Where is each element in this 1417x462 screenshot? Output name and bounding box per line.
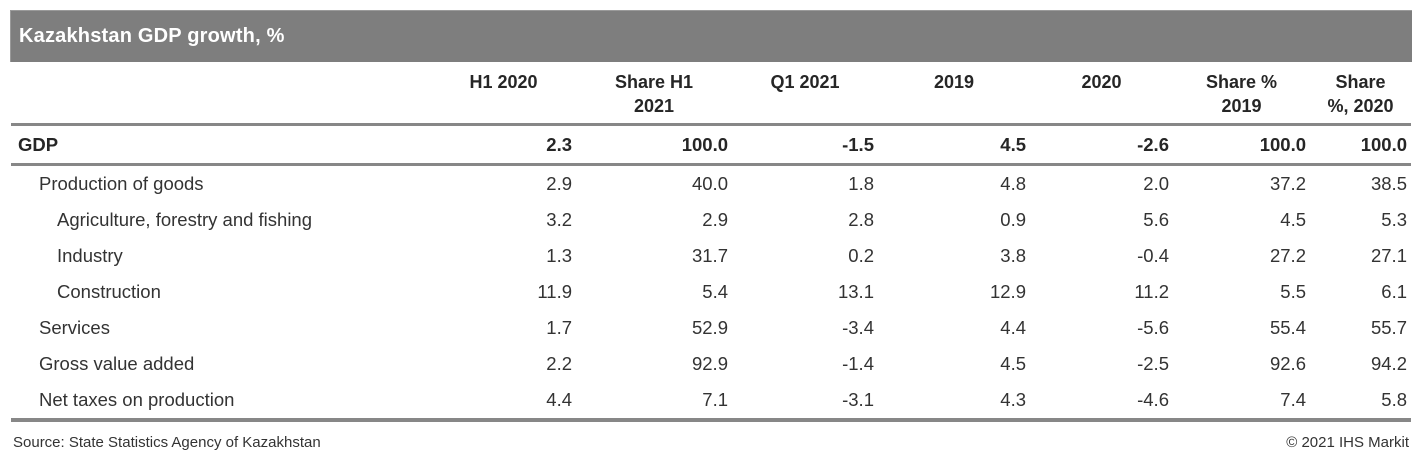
table-row-net-taxes: Net taxes on production 4.4 7.1 -3.1 4.3… (11, 382, 1411, 422)
cell-value: 92.9 (691, 353, 728, 374)
cell-value: 2.8 (848, 209, 874, 230)
cell-value: 52.9 (691, 317, 728, 338)
cell-value: -2.5 (1137, 353, 1169, 374)
cell-value: -2.6 (1030, 124, 1173, 166)
cell-value: 1.3 (546, 245, 572, 266)
cell-value: 55.7 (1370, 317, 1407, 338)
cell-value: 38.5 (1370, 173, 1407, 194)
table-row-gross-value-added: Gross value added 2.2 92.9 -1.4 4.5 -2.5… (11, 346, 1411, 382)
table-row-agriculture: Agriculture, forestry and fishing 3.2 2.… (11, 202, 1411, 238)
cell-value: 2.0 (1143, 173, 1169, 194)
cell-value: 4.4 (1000, 317, 1026, 338)
gdp-growth-table: H1 2020 Share H1 2021 Q1 2021 2019 2020 (11, 62, 1411, 422)
table-row-production-of-goods: Production of goods 2.9 40.0 1.8 4.8 2.0… (11, 165, 1411, 203)
cell-value: 3.2 (546, 209, 572, 230)
cell-value: 12.9 (989, 281, 1026, 302)
col-header-share-2020: Share %, 2020 (1310, 62, 1411, 126)
cell-value: 31.7 (691, 245, 728, 266)
col-header-h1-2020: H1 2020 (431, 62, 576, 126)
cell-value: 6.1 (1381, 281, 1407, 302)
cell-value: -3.1 (732, 382, 878, 422)
footer: Source: State Statistics Agency of Kazak… (10, 422, 1412, 451)
table-row-industry: Industry 1.3 31.7 0.2 3.8 -0.4 27.2 27.1 (11, 238, 1411, 274)
cell-value: -3.4 (842, 317, 874, 338)
cell-value: 1.8 (848, 173, 874, 194)
cell-value: 4.5 (1000, 353, 1026, 374)
col-header-share-2019: Share % 2019 (1173, 62, 1310, 126)
cell-value: 2.3 (431, 124, 576, 166)
cell-value: 7.1 (576, 382, 732, 422)
cell-value: -4.6 (1030, 382, 1173, 422)
cell-value: 27.2 (1269, 245, 1306, 266)
cell-value: 5.6 (1143, 209, 1169, 230)
cell-value: 5.3 (1381, 209, 1407, 230)
table-title-bar: Kazakhstan GDP growth, % (10, 10, 1412, 62)
cell-value: 2.9 (546, 173, 572, 194)
cell-value: 5.4 (702, 281, 728, 302)
cell-value: -1.4 (842, 353, 874, 374)
cell-value: 92.6 (1269, 353, 1306, 374)
cell-value: 13.1 (837, 281, 874, 302)
row-label: Services (39, 317, 110, 338)
cell-value: 55.4 (1269, 317, 1306, 338)
row-label: Agriculture, forestry and fishing (57, 209, 313, 230)
col-header-share-h1-2021: Share H1 2021 (576, 62, 732, 126)
header-row: H1 2020 Share H1 2021 Q1 2021 2019 2020 (11, 62, 1411, 126)
row-label: Construction (57, 281, 161, 302)
table-title: Kazakhstan GDP growth, % (19, 25, 285, 47)
cell-value: -0.4 (1137, 245, 1169, 266)
col-header-blank (11, 62, 431, 126)
row-label: GDP (11, 124, 431, 166)
cell-value: 7.4 (1173, 382, 1310, 422)
cell-value: 4.3 (878, 382, 1030, 422)
cell-value: -1.5 (732, 124, 878, 166)
source-note: Source: State Statistics Agency of Kazak… (13, 434, 321, 451)
table-row-services: Services 1.7 52.9 -3.4 4.4 -5.6 55.4 55.… (11, 310, 1411, 346)
cell-value: 100.0 (1173, 124, 1310, 166)
cell-value: 11.2 (1134, 281, 1169, 302)
table-row-construction: Construction 11.9 5.4 13.1 12.9 11.2 5.5… (11, 274, 1411, 310)
row-label: Gross value added (39, 353, 195, 374)
cell-value: 0.9 (1000, 209, 1026, 230)
col-header-2019: 2019 (878, 62, 1030, 126)
cell-value: 27.1 (1370, 245, 1407, 266)
cell-value: 40.0 (691, 173, 728, 194)
cell-value: 2.9 (702, 209, 728, 230)
table-row-gdp: GDP 2.3 100.0 -1.5 4.5 -2.6 100.0 100.0 (11, 124, 1411, 166)
row-label: Net taxes on production (11, 382, 431, 422)
cell-value: 100.0 (576, 124, 732, 166)
cell-value: 11.9 (537, 281, 572, 302)
cell-value: 1.7 (546, 317, 572, 338)
cell-value: 4.8 (1000, 173, 1026, 194)
col-header-2020: 2020 (1030, 62, 1173, 126)
cell-value: 37.2 (1269, 173, 1306, 194)
cell-value: 2.2 (546, 353, 572, 374)
row-label: Production of goods (39, 173, 204, 194)
col-header-q1-2021: Q1 2021 (732, 62, 878, 126)
cell-value: 94.2 (1370, 353, 1407, 374)
cell-value: 4.5 (1280, 209, 1306, 230)
cell-value: 5.8 (1310, 382, 1411, 422)
cell-value: 4.4 (431, 382, 576, 422)
cell-value: 100.0 (1310, 124, 1411, 166)
cell-value: 3.8 (1000, 245, 1026, 266)
cell-value: 4.5 (878, 124, 1030, 166)
row-label: Industry (57, 245, 123, 266)
copyright-note: © 2021 IHS Markit (1286, 434, 1409, 451)
cell-value: -5.6 (1137, 317, 1169, 338)
cell-value: 5.5 (1280, 281, 1306, 302)
cell-value: 0.2 (848, 245, 874, 266)
